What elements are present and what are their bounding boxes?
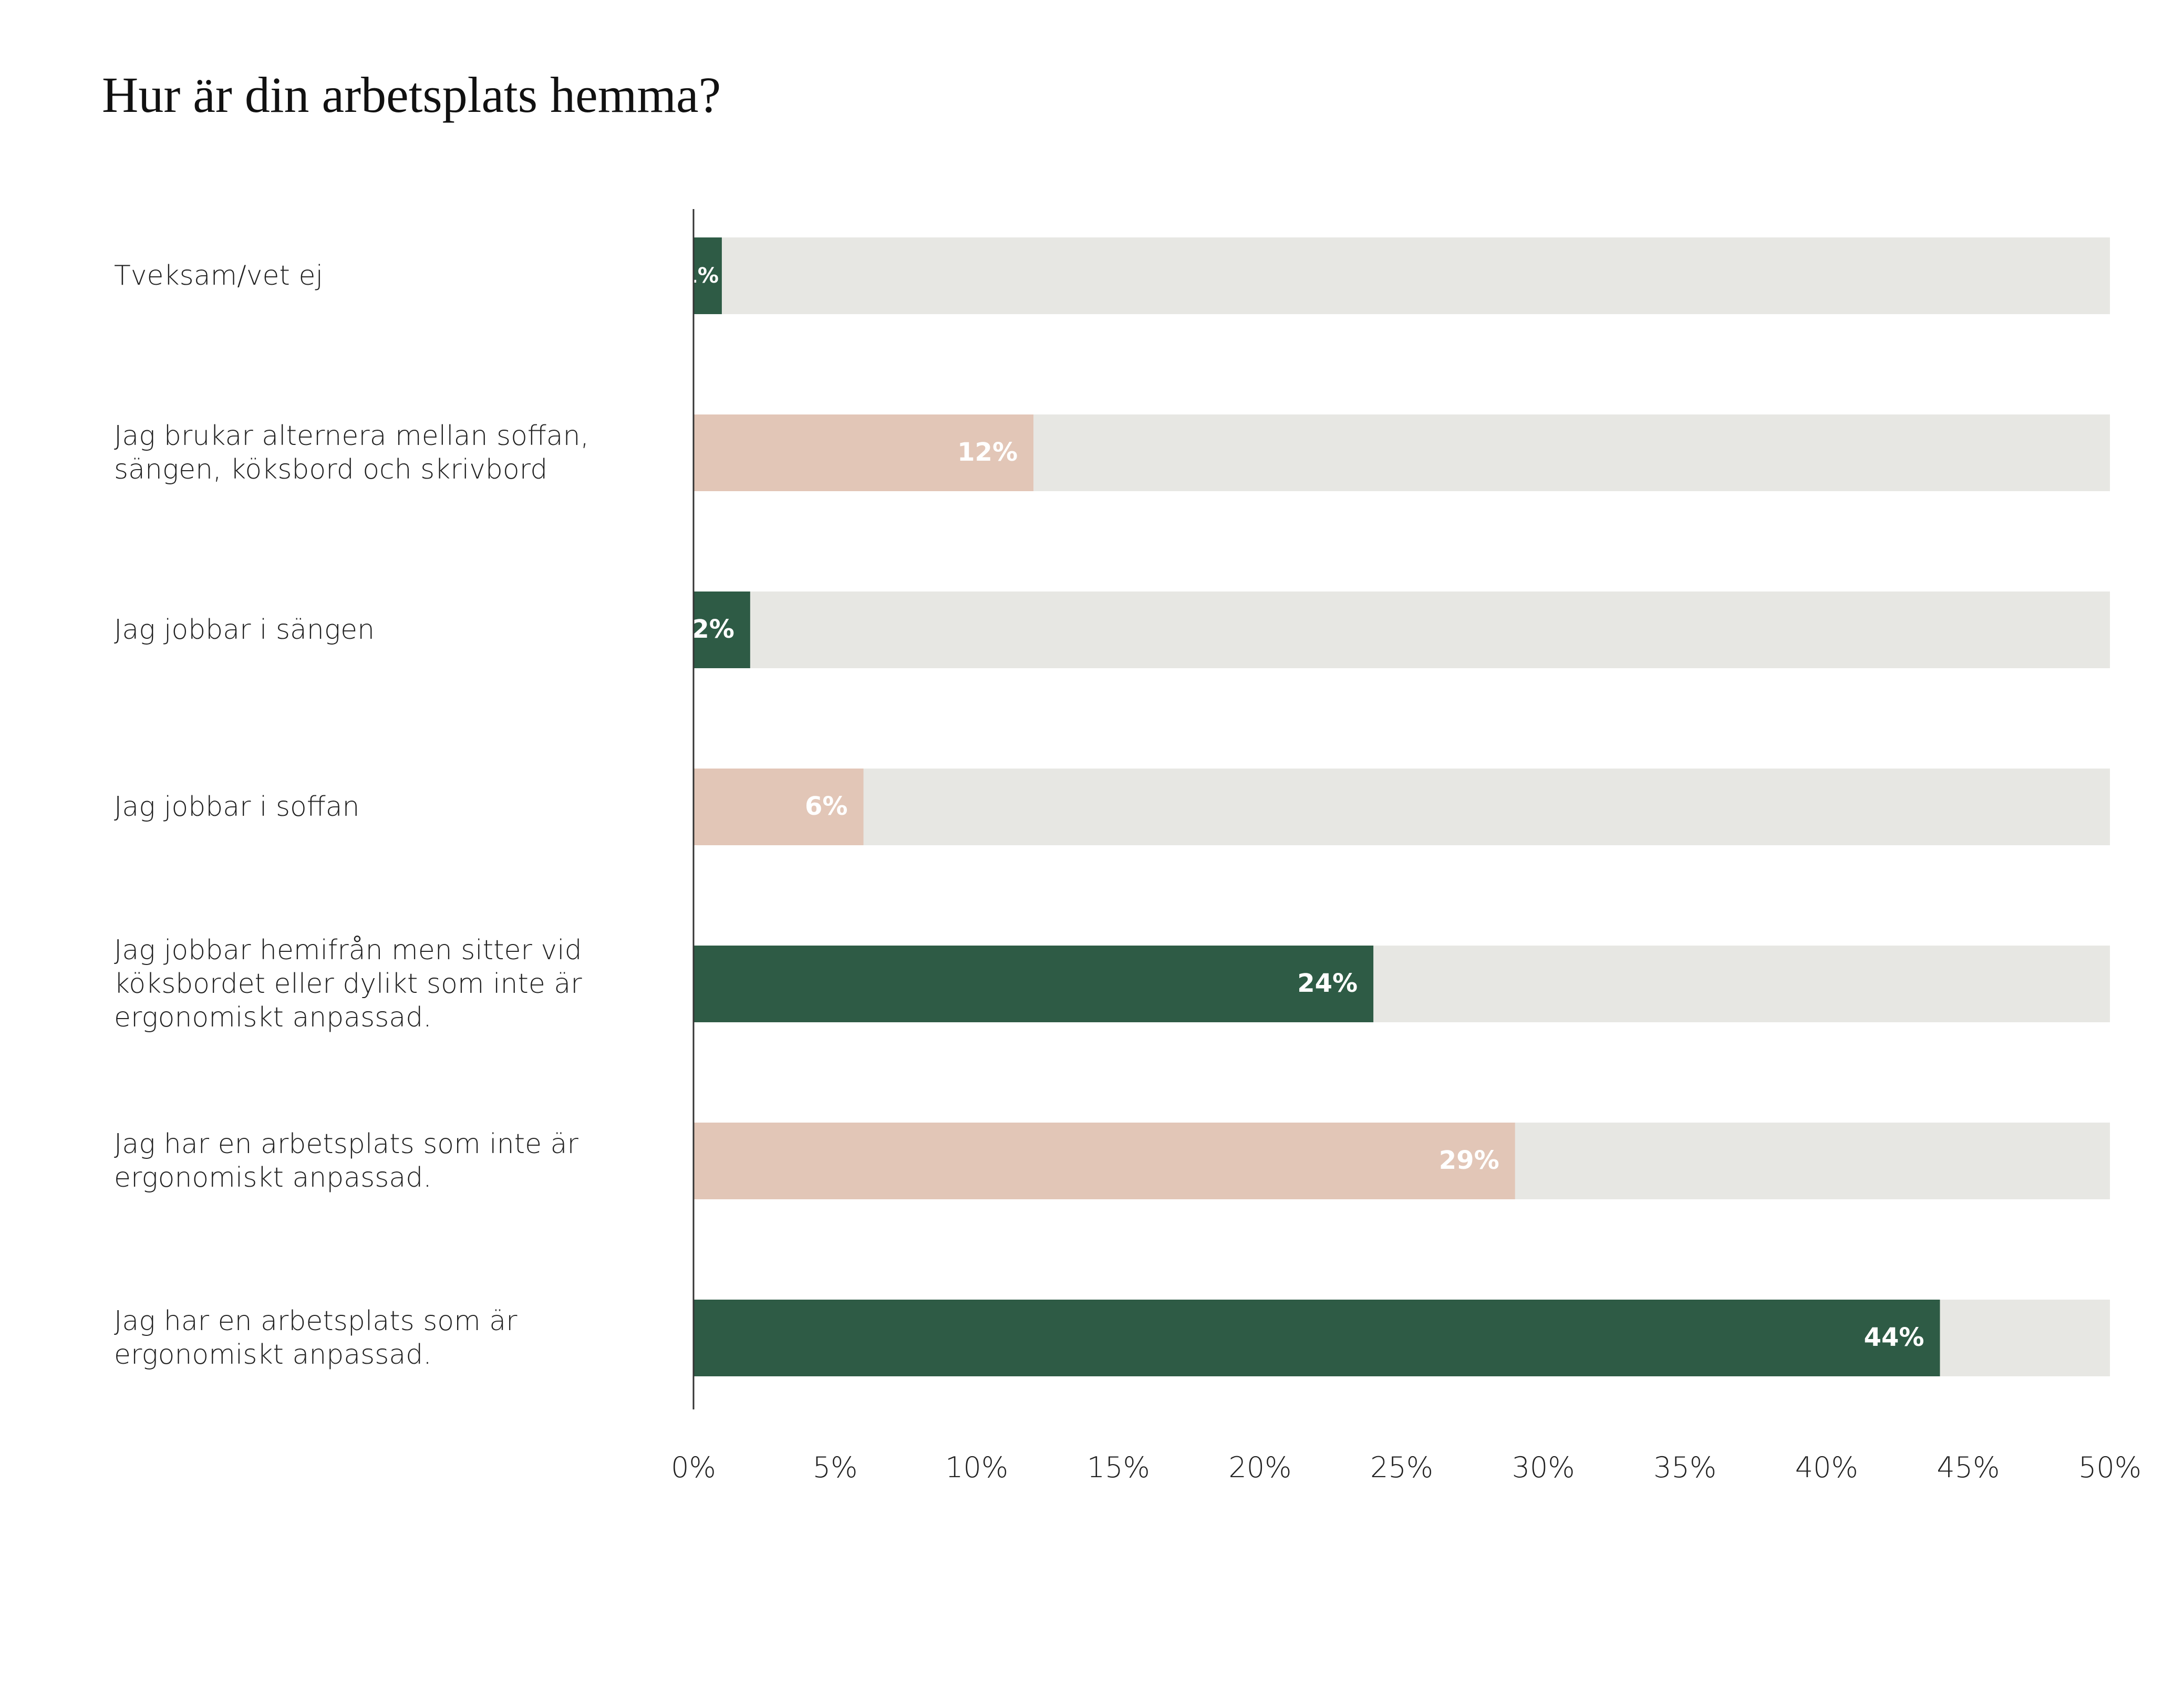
bar xyxy=(694,237,722,314)
value-label: 29% xyxy=(1439,1146,1499,1175)
x-tick-label: 45% xyxy=(1937,1451,2000,1484)
x-tick-label: 30% xyxy=(1512,1451,1575,1484)
value-label: 24% xyxy=(1297,969,1358,998)
x-tick-label: 40% xyxy=(1795,1451,1858,1484)
bar xyxy=(694,414,1034,491)
x-tick-label: 35% xyxy=(1653,1451,1716,1484)
bar xyxy=(694,1300,1940,1376)
value-label: 12% xyxy=(957,438,1018,467)
x-tick-label: 10% xyxy=(945,1451,1008,1484)
x-tick-label: 20% xyxy=(1228,1451,1291,1484)
category-label: Jag brukar alternera mellan soffan, säng… xyxy=(114,420,589,485)
value-label: 2% xyxy=(691,615,734,644)
bar xyxy=(694,1123,1515,1199)
bar-track xyxy=(694,592,2110,668)
category-label: Jag jobbar i soffan xyxy=(114,791,360,823)
category-label: Jag jobbar i sängen xyxy=(114,614,375,646)
x-tick-label: 5% xyxy=(813,1451,858,1484)
category-label: Tveksam/vet ej xyxy=(114,260,323,292)
category-label: Jag har en arbetsplats som är ergonomisk… xyxy=(114,1305,517,1371)
x-tick-label: 15% xyxy=(1087,1451,1150,1484)
bar-track xyxy=(694,769,2110,845)
category-label: Jag har en arbetsplats som inte är ergon… xyxy=(114,1128,578,1194)
bar-track xyxy=(694,237,2110,314)
bar xyxy=(694,769,864,845)
bar xyxy=(694,946,1374,1022)
x-tick-label: 0% xyxy=(671,1451,716,1484)
value-label: 1% xyxy=(683,264,719,288)
category-label: Jag jobbar hemifrån men sitter vid köksb… xyxy=(114,935,582,1033)
bar xyxy=(694,592,750,668)
x-tick-label: 25% xyxy=(1370,1451,1433,1484)
chart-title: Hur är din arbetsplats hemma? xyxy=(102,67,721,123)
value-label: 44% xyxy=(1864,1323,1924,1352)
x-tick-label: 50% xyxy=(2078,1451,2141,1484)
value-label: 6% xyxy=(805,792,848,821)
